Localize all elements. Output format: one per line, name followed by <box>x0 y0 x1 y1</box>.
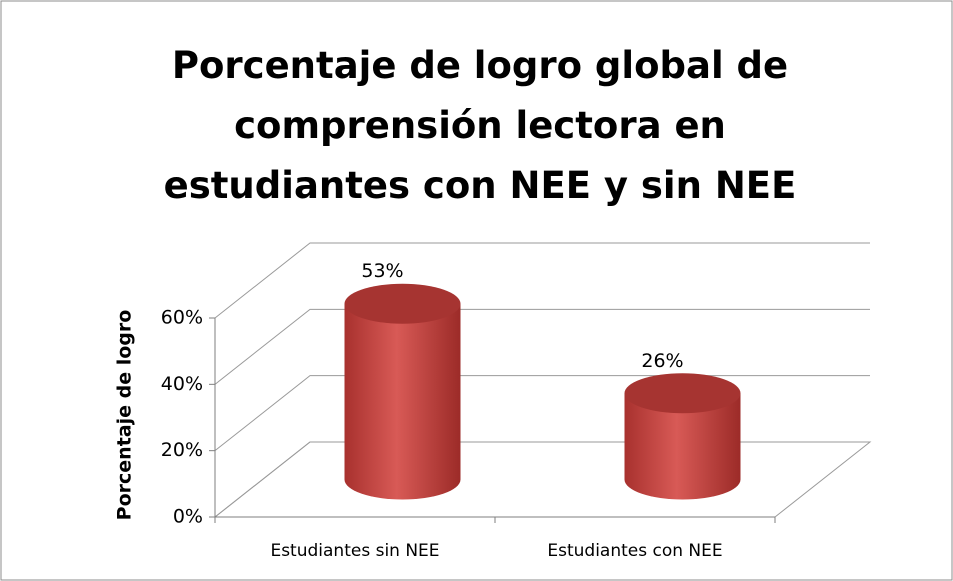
data-label: 53% <box>361 260 403 282</box>
grid-line <box>214 242 870 319</box>
x-tick-label: Estudiantes sin NEE <box>270 541 439 561</box>
y-tick-label: 20% <box>161 439 203 461</box>
y-axis-label: Porcentaje de logro <box>114 310 136 521</box>
y-tick-label: 40% <box>161 373 203 395</box>
data-label: 26% <box>641 350 683 372</box>
x-tick-label: Estudiantes con NEE <box>547 541 722 561</box>
bar-top <box>624 373 741 414</box>
y-tick-label: 60% <box>161 307 203 329</box>
chart-title: Porcentaje de logro global de comprensió… <box>163 44 797 207</box>
y-tick-label: 0% <box>173 506 203 528</box>
bar <box>624 393 741 500</box>
bar-top <box>344 283 461 324</box>
bar <box>344 303 461 500</box>
grid-line <box>214 308 870 385</box>
